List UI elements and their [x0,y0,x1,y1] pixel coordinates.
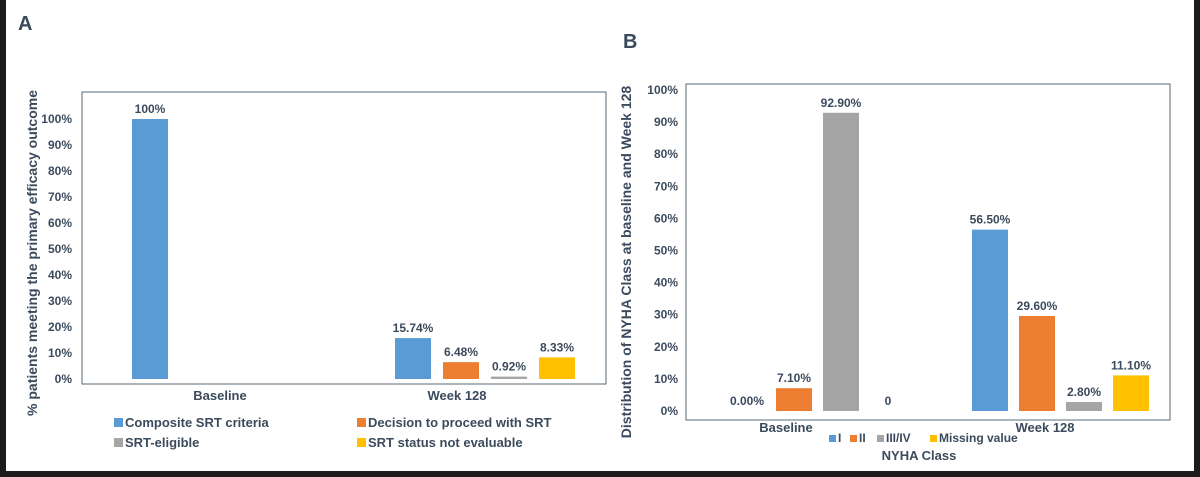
panel-b-y-tick: 100% [647,83,678,97]
panel-b-letter: B [623,31,637,53]
panel-a-data-label: 8.33% [540,340,574,354]
panel-a-y-tick: 0% [55,372,73,386]
panel-b-y-axis-label: Distribution of NYHA Class at baseline a… [618,86,634,439]
panel-b-y-tick: 40% [654,276,678,290]
legend-swatch-srt-eligible [114,438,123,447]
panel-a-bar [132,119,168,379]
panel-a-category-label: Baseline [193,388,246,403]
panel-b-y-tick: 20% [654,340,678,354]
panel-a-plot-frame [81,91,607,385]
panel-b-legend: I II III/IV Missing value [829,431,1018,445]
panel-a-y-tick: 100% [41,112,72,126]
panel-a-data-label: 15.74% [393,321,434,335]
panel-a-y-tick: 70% [48,190,72,204]
legend-class-iii-iv: III/IV [886,431,911,445]
panel-b-data-label: 92.90% [821,96,862,110]
panel-a-y-tick: 40% [48,268,72,282]
panel-b-y-tick: 60% [654,211,678,225]
panel-b-bar [972,229,1008,411]
legend-swatch-missing [930,435,937,442]
panel-b-y-tick: 90% [654,115,678,129]
panel-b-y-tick: 50% [654,244,678,258]
panel-a-y-tick: 90% [48,138,72,152]
legend-srt-eligible: SRT-eligible [125,435,199,450]
panel-a-data-label: 0.92% [492,360,526,374]
legend-decision-to-proceed: Decision to proceed with SRT [368,415,552,430]
panel-b-bar [823,112,859,411]
legend-swatch-decision [357,418,366,427]
legend-composite-srt-criteria: Composite SRT criteria [125,415,270,430]
panel-b-x-axis-label: NYHA Class [882,448,957,463]
panel-a-y-tick: 10% [48,346,72,360]
panel-a-bar [443,362,479,379]
panel-a-legend: Composite SRT criteria Decision to proce… [114,415,552,450]
panel-a-y-tick: 20% [48,320,72,334]
legend-missing-value: Missing value [939,431,1018,445]
panel-b-bar [1113,375,1149,411]
panel-b-bar [1066,402,1102,411]
panel-b-data-label: 0.00% [730,394,764,408]
legend-srt-not-evaluable: SRT status not evaluable [368,435,523,450]
panel-a-category-label: Week 128 [427,388,486,403]
figure-svg: A B % patients meeting the primary effic… [18,13,1171,463]
legend-class-ii: II [859,431,866,445]
legend-swatch-class-iii-iv [877,435,884,442]
legend-swatch-class-ii [850,435,857,442]
panel-b-category-label: Week 128 [1015,420,1074,435]
panel-b-bar [1019,315,1055,411]
panel-a-y-tick: 50% [48,242,72,256]
panel-b-chart: Distribution of NYHA Class at baseline a… [618,83,1171,463]
legend-swatch-not-evaluable [357,438,366,447]
panel-a-y-axis-label: % patients meeting the primary efficacy … [24,90,40,416]
panel-b-y-tick: 10% [654,372,678,386]
legend-swatch-composite [114,418,123,427]
panel-b-y-tick: 80% [654,147,678,161]
legend-swatch-class-i [829,435,836,442]
panel-a-y-tick: 80% [48,164,72,178]
panel-b-y-tick: 0% [661,404,679,418]
panel-a-data-label: 100% [135,102,166,116]
panel-b-data-label: 11.10% [1111,358,1151,372]
panel-a-bar [491,376,527,379]
panel-b-category-label: Baseline [759,420,812,435]
panel-b-data-label: 0 [885,394,892,408]
panel-b-bar [776,388,812,411]
figure: A B % patients meeting the primary effic… [6,0,1194,471]
panel-b-y-tick: 70% [654,179,678,193]
panel-b-y-tick: 30% [654,308,678,322]
panel-a-chart: % patients meeting the primary efficacy … [24,90,607,450]
panel-b-plot-frame [685,83,1171,421]
legend-class-i: I [838,431,841,445]
panel-a-bar [539,357,575,379]
panel-b-data-label: 56.50% [970,213,1011,227]
panel-a-data-label: 6.48% [444,345,478,359]
panel-a-y-tick: 60% [48,216,72,230]
panel-a-bar [395,338,431,379]
panel-a-y-tick: 30% [48,294,72,308]
panel-b-data-label: 7.10% [777,371,811,385]
panel-b-data-label: 2.80% [1067,385,1101,399]
panel-a-letter: A [18,13,32,35]
panel-b-data-label: 29.60% [1017,299,1058,313]
